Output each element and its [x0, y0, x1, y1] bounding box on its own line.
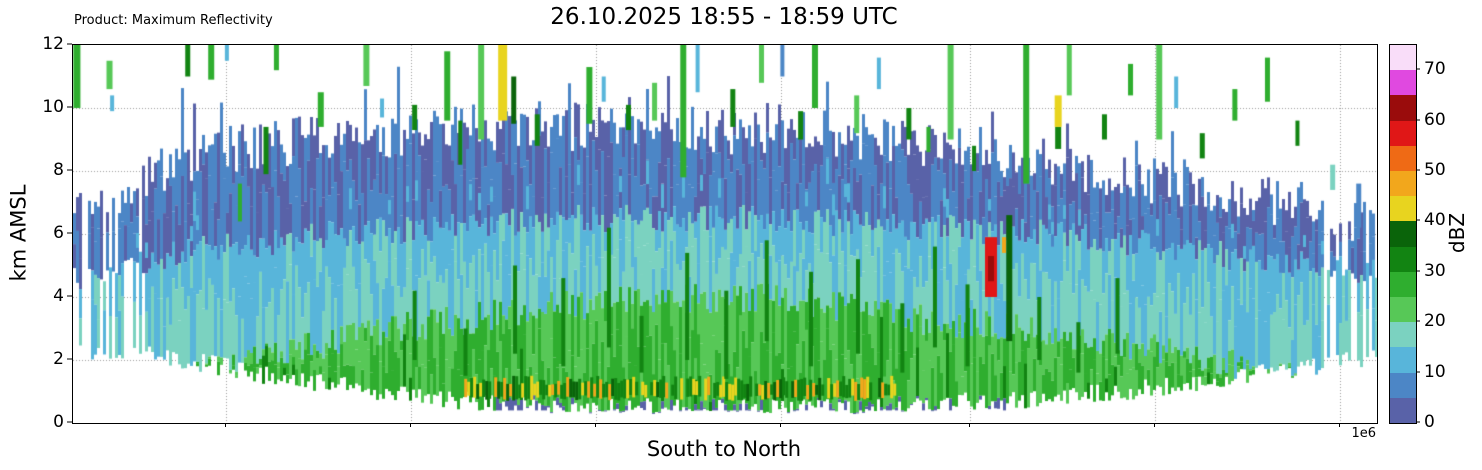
x-axis-label: South to North: [646, 437, 802, 461]
colorbar-tick-label: 30: [1424, 260, 1446, 281]
colorbar-tick-mark: [1416, 219, 1420, 221]
y-tick-mark: [67, 358, 72, 360]
colorbar-segment: [1390, 120, 1416, 146]
y-tick-label: 0: [53, 412, 64, 432]
colorbar-tick-label: 20: [1424, 311, 1446, 332]
x-tick-mark: [1154, 423, 1156, 427]
colorbar-segment: [1390, 322, 1416, 348]
colorbar: [1389, 44, 1417, 424]
colorbar-segment: [1390, 45, 1416, 71]
colorbar-segment: [1390, 196, 1416, 222]
colorbar-segment: [1390, 271, 1416, 297]
colorbar-tick-mark: [1416, 320, 1420, 322]
colorbar-segment: [1390, 246, 1416, 272]
x-tick-mark: [780, 423, 782, 427]
x-tick-mark: [594, 423, 596, 427]
colorbar-tick-label: 70: [1424, 59, 1446, 80]
colorbar-tick-label: 0: [1424, 412, 1435, 432]
colorbar-segment: [1390, 171, 1416, 197]
y-tick-mark: [67, 106, 72, 108]
colorbar-segment: [1390, 70, 1416, 96]
reflectivity-heatmap: [73, 45, 1377, 423]
y-tick-mark: [67, 232, 72, 234]
y-tick-label: 2: [53, 349, 64, 369]
x-tick-mark: [969, 423, 971, 427]
y-tick-label: 10: [42, 97, 64, 117]
colorbar-tick-mark: [1416, 119, 1420, 121]
colorbar-tick-mark: [1416, 270, 1420, 272]
x-axis-offset-label: 1e6: [1351, 426, 1376, 441]
chart-title: 26.10.2025 18:55 - 18:59 UTC: [550, 4, 898, 30]
colorbar-segment: [1390, 347, 1416, 373]
colorbar-tick-label: 40: [1424, 210, 1446, 231]
y-tick-mark: [67, 421, 72, 423]
colorbar-tick-label: 60: [1424, 109, 1446, 130]
x-tick-mark: [1339, 423, 1341, 427]
y-tick-mark: [67, 43, 72, 45]
x-tick-mark: [409, 423, 411, 427]
colorbar-tick-mark: [1416, 421, 1420, 423]
colorbar-segment: [1390, 372, 1416, 398]
y-tick-label: 12: [42, 34, 64, 54]
plot-area: [72, 44, 1378, 424]
colorbar-segment: [1390, 95, 1416, 121]
y-tick-label: 8: [53, 160, 64, 180]
colorbar-segment: [1390, 145, 1416, 171]
product-label: Product: Maximum Reflectivity: [74, 13, 273, 28]
y-tick-mark: [67, 295, 72, 297]
colorbar-tick-mark: [1416, 169, 1420, 171]
y-tick-label: 6: [53, 223, 64, 243]
x-tick-mark: [224, 423, 226, 427]
colorbar-tick-label: 50: [1424, 160, 1446, 180]
colorbar-tick-mark: [1416, 68, 1420, 70]
y-axis-label: km AMSL: [6, 184, 30, 282]
colorbar-tick-mark: [1416, 371, 1420, 373]
y-tick-label: 4: [53, 286, 64, 306]
colorbar-segment: [1390, 397, 1416, 423]
colorbar-segment: [1390, 221, 1416, 247]
colorbar-tick-label: 10: [1424, 361, 1446, 382]
colorbar-segment: [1390, 297, 1416, 323]
y-tick-mark: [67, 169, 72, 171]
